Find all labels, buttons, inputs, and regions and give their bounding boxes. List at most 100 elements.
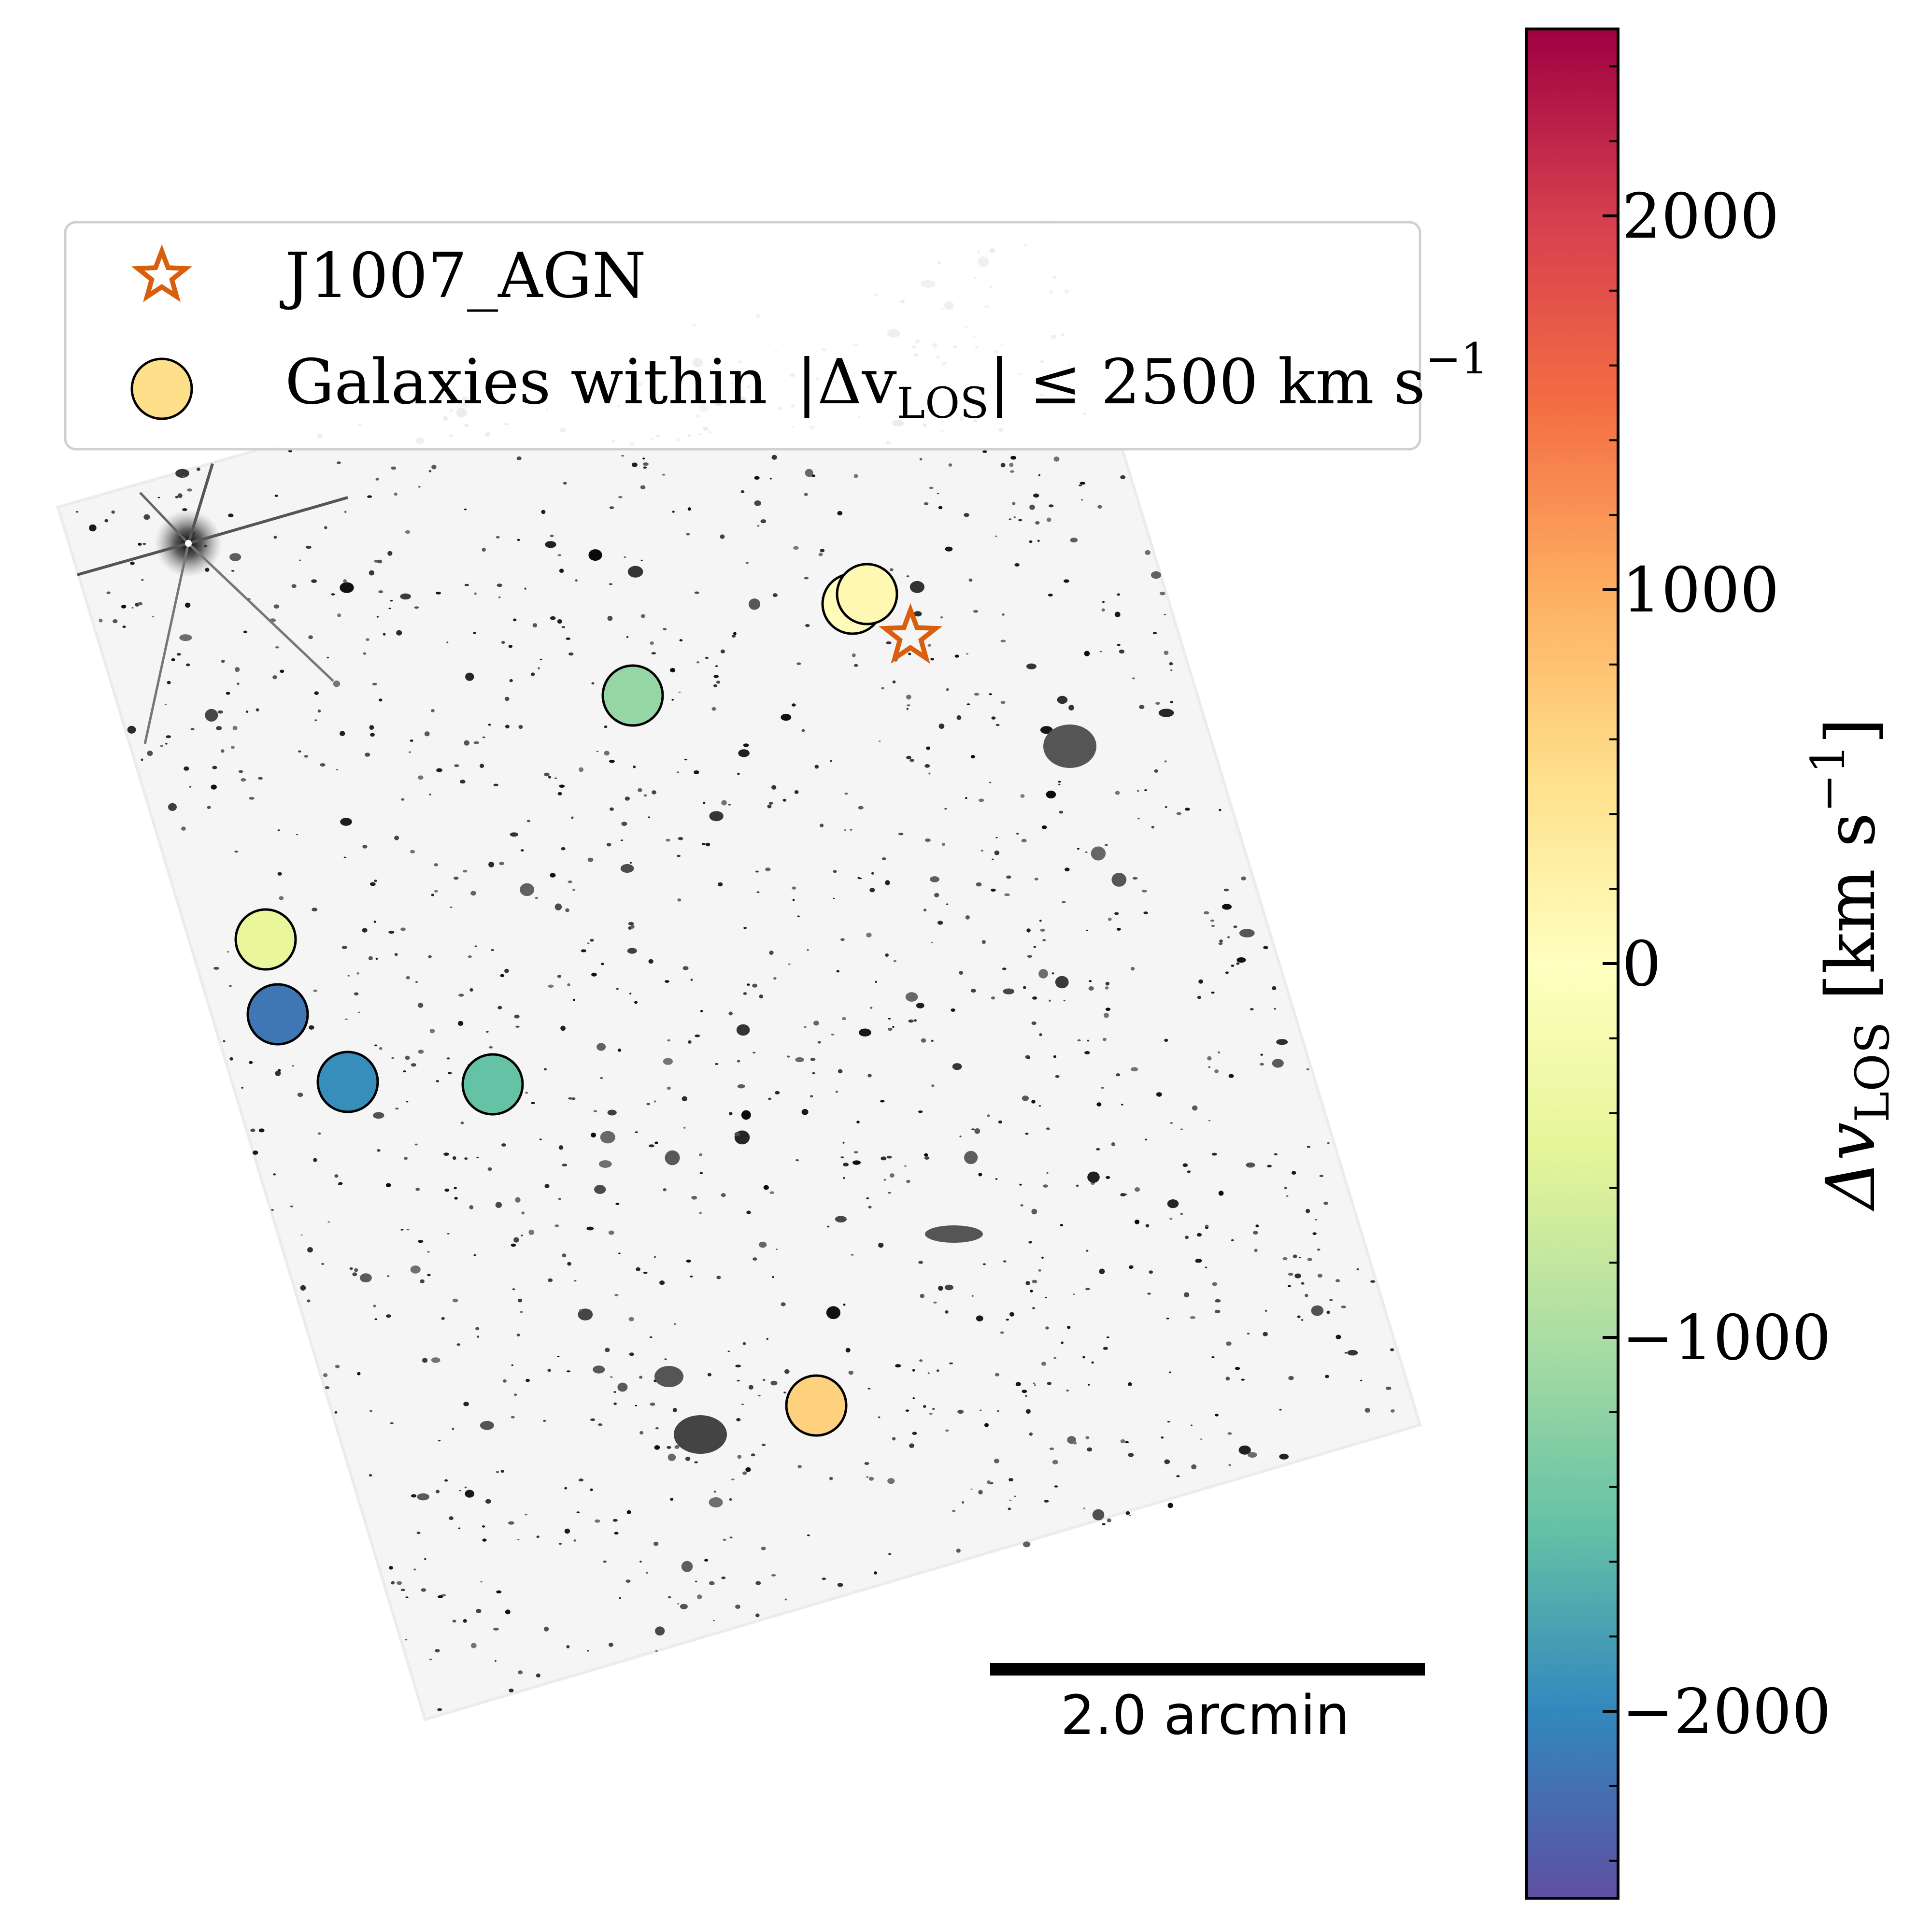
sky-source (369, 1474, 372, 1477)
sky-source (578, 1308, 593, 1321)
sky-source (245, 710, 249, 713)
sky-source (410, 1265, 421, 1274)
sky-source (216, 726, 222, 731)
sky-source (454, 876, 459, 880)
sky-source (835, 1091, 838, 1093)
sky-source (452, 1428, 455, 1430)
sky-source (843, 1163, 849, 1167)
sky-source (122, 625, 126, 628)
sky-source (243, 630, 247, 634)
sky-source (593, 1365, 605, 1374)
sky-source (429, 1659, 433, 1661)
sky-source (1077, 848, 1080, 850)
sky-source (996, 1409, 999, 1413)
sky-source (704, 1559, 709, 1562)
sky-source (711, 707, 716, 711)
sky-source (925, 838, 931, 842)
sky-source (1311, 1305, 1324, 1316)
sky-source (465, 1490, 474, 1498)
sky-source (610, 807, 614, 811)
sky-source (567, 983, 570, 987)
sky-source (1087, 1039, 1090, 1042)
sky-source (557, 619, 562, 624)
sky-source (343, 579, 347, 583)
sky-source (1038, 474, 1041, 476)
sky-source (1191, 1464, 1197, 1470)
sky-source (810, 1058, 816, 1061)
sky-source (893, 960, 896, 963)
sky-source (416, 1532, 421, 1534)
sky-source (220, 749, 225, 753)
sky-source (875, 980, 878, 983)
colorbar-tick-label: −1000 (1622, 1302, 1831, 1374)
sky-source (646, 1103, 650, 1106)
sky-source (598, 1160, 612, 1168)
sky-source (449, 1516, 454, 1520)
sky-source (945, 1310, 949, 1314)
sky-source (477, 1335, 480, 1338)
sky-source (498, 596, 501, 598)
sky-source (677, 854, 681, 857)
sky-source (721, 1577, 726, 1579)
sky-source (643, 1271, 648, 1274)
sky-source (121, 605, 127, 609)
sky-source (805, 624, 810, 627)
sky-source (513, 1393, 517, 1396)
sky-source (892, 680, 896, 683)
sky-source (292, 1065, 295, 1067)
sky-source (952, 1063, 962, 1070)
sky-source (213, 966, 219, 970)
sky-source (659, 1280, 665, 1285)
sky-source (1000, 1331, 1004, 1334)
sky-source (528, 1229, 534, 1235)
sky-source (1025, 1409, 1031, 1414)
sky-source (273, 536, 277, 539)
sky-source (337, 613, 341, 617)
sky-source (1003, 988, 1015, 994)
sky-source (930, 876, 939, 882)
sky-source (1002, 967, 1007, 970)
sky-source (550, 616, 556, 620)
sky-source (742, 1471, 747, 1475)
sky-source (626, 636, 629, 638)
sky-source (771, 455, 777, 460)
sky-source (400, 927, 406, 931)
sky-source (336, 769, 339, 770)
sky-source (1117, 644, 1121, 646)
sky-source (1022, 1390, 1027, 1393)
sky-source (632, 462, 638, 468)
sky-source (417, 1493, 429, 1501)
colorbar-tick-label: 0 (1622, 928, 1661, 1000)
sky-source (420, 1279, 425, 1283)
sky-source (1060, 1224, 1064, 1227)
sky-source (638, 788, 642, 792)
sky-source (460, 1122, 464, 1124)
sky-source (909, 1443, 914, 1448)
sky-source (1087, 1384, 1090, 1386)
sky-source (758, 1394, 761, 1397)
sky-source (663, 627, 667, 631)
sky-source (829, 1477, 833, 1480)
sky-source (1200, 1438, 1203, 1440)
sky-source (476, 1156, 479, 1159)
sky-source (858, 806, 864, 810)
sky-source (1197, 995, 1201, 999)
sky-source (1057, 696, 1068, 704)
sky-source (486, 1031, 489, 1033)
sky-source (745, 1467, 751, 1472)
sky-source (1184, 808, 1190, 811)
sky-source (968, 578, 973, 582)
galaxy-marker (316, 1051, 379, 1113)
sky-source (908, 653, 911, 655)
galaxy-marker (461, 1053, 524, 1116)
sky-source (881, 1156, 887, 1161)
sky-source (447, 1071, 452, 1075)
sky-source (980, 1409, 982, 1411)
sky-source (221, 659, 225, 663)
sky-source (327, 656, 329, 659)
sky-source (1329, 1299, 1333, 1301)
sky-source (560, 1025, 566, 1031)
sky-source (391, 1581, 395, 1585)
sky-source (868, 1477, 874, 1481)
